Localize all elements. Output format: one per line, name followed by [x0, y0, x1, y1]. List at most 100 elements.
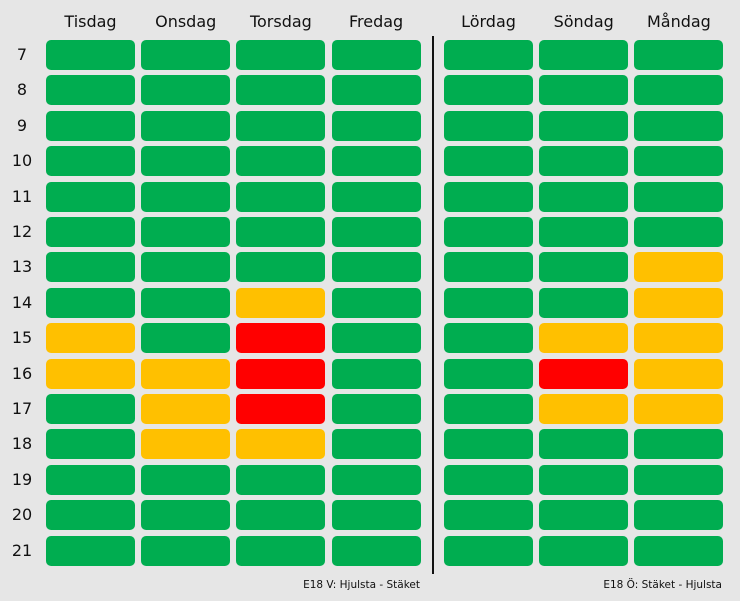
heatmap-cell — [331, 75, 421, 106]
heatmap-cell — [331, 287, 421, 318]
hour-label: 9 — [16, 115, 28, 135]
heatmap-cell — [141, 323, 231, 354]
heatmap-cell — [539, 464, 629, 495]
heatmap-cell — [444, 500, 533, 531]
heatmap-cell — [331, 252, 421, 283]
heatmap-cell — [46, 358, 135, 389]
heatmap-cell — [46, 287, 135, 318]
heatmap-cell — [141, 500, 231, 531]
heatmap-cell — [539, 429, 629, 460]
hour-label: 12 — [11, 222, 33, 241]
heatmap-cell — [539, 146, 629, 177]
heatmap-cell — [141, 358, 231, 389]
heatmap-cell — [444, 358, 533, 389]
heatmap-cell — [141, 464, 231, 495]
heatmap-cell — [141, 394, 231, 424]
heatmap-cell — [444, 146, 533, 177]
heatmap-cell — [331, 464, 421, 495]
heatmap-cell — [141, 217, 231, 247]
heatmap-cell — [331, 535, 421, 566]
heatmap-cell — [141, 181, 231, 212]
heatmap-cell — [236, 429, 326, 460]
heatmap-cell — [141, 40, 231, 70]
heatmap-cell — [46, 394, 135, 424]
heatmap-cell — [634, 394, 724, 424]
day-label: Måndag — [646, 12, 711, 31]
heatmap-cell — [444, 181, 533, 212]
heatmap-cell — [236, 535, 326, 566]
hour-label: 19 — [11, 469, 33, 489]
heatmap-cell — [236, 287, 326, 318]
heatmap-cell — [331, 500, 421, 531]
hour-label: 17 — [11, 399, 33, 418]
day-label: Torsdag — [249, 12, 312, 31]
heatmap-cell — [634, 358, 724, 389]
heatmap-cell — [46, 146, 135, 177]
heatmap-cell — [634, 535, 724, 566]
heatmap-cell — [141, 429, 231, 460]
heatmap-cell — [331, 110, 421, 141]
heatmap-cell — [46, 464, 135, 495]
heatmap-cell — [444, 287, 533, 318]
heatmap-cell — [236, 181, 326, 212]
heatmap-cell — [236, 75, 326, 106]
heatmap-cell — [539, 217, 629, 247]
heatmap-cell — [444, 535, 533, 566]
heatmap-cell — [236, 110, 326, 141]
day-label: Onsdag — [155, 12, 217, 31]
hour-label: 15 — [11, 328, 33, 348]
heatmap-cell — [46, 535, 135, 566]
panel-caption: E18 V: Hjulsta - Stäket — [303, 579, 420, 591]
heatmap-cell — [46, 500, 135, 531]
heatmap-cell — [444, 394, 533, 424]
heatmap-cell — [46, 323, 135, 354]
hour-label: 14 — [11, 292, 33, 312]
heatmap-cell — [634, 252, 724, 283]
heatmap-cell — [331, 394, 421, 424]
heatmap-cell — [46, 252, 135, 283]
day-label: Fredag — [348, 12, 404, 31]
heatmap-cell — [141, 252, 231, 283]
heatmap-cell — [236, 40, 326, 70]
heatmap-cell — [539, 75, 629, 106]
heatmap-cell — [634, 146, 724, 177]
heatmap-cell — [539, 40, 629, 70]
heatmap-cell — [634, 40, 724, 70]
heatmap-cell — [331, 429, 421, 460]
heatmap-cell — [141, 535, 231, 566]
heatmap-cell — [141, 287, 231, 318]
panel-divider — [432, 36, 434, 574]
hour-label: 11 — [11, 186, 33, 206]
hour-label: 10 — [11, 151, 33, 171]
heatmap-cell — [236, 323, 326, 354]
heatmap-cell — [539, 323, 629, 354]
heatmap-cell — [331, 358, 421, 389]
heatmap-cell — [444, 429, 533, 460]
heatmap-cell — [46, 181, 135, 212]
hour-label: 20 — [11, 505, 33, 525]
heatmap-cell — [634, 500, 724, 531]
heatmap-cell — [539, 358, 629, 389]
heatmap-cell — [539, 181, 629, 212]
heatmap-cell — [634, 75, 724, 106]
heatmap-cell — [236, 146, 326, 177]
heatmap-cell — [444, 217, 533, 247]
heatmap-cell — [539, 500, 629, 531]
heatmap-cell — [634, 323, 724, 354]
heatmap-cell — [236, 464, 326, 495]
heatmap-cell — [46, 75, 135, 106]
day-label: Söndag — [553, 12, 614, 31]
heatmap-cell — [539, 110, 629, 141]
heatmap-cell — [46, 40, 135, 70]
heatmap-cell — [444, 464, 533, 495]
heatmap-cell — [46, 429, 135, 460]
hour-label: 13 — [11, 257, 33, 277]
heatmap-cell — [444, 323, 533, 354]
heatmap-cell — [141, 110, 231, 141]
heatmap-cell — [331, 217, 421, 247]
heatmap-cell — [141, 146, 231, 177]
heatmap-cell — [331, 323, 421, 354]
heatmap-cell — [634, 429, 724, 460]
heatmap-cell — [539, 252, 629, 283]
